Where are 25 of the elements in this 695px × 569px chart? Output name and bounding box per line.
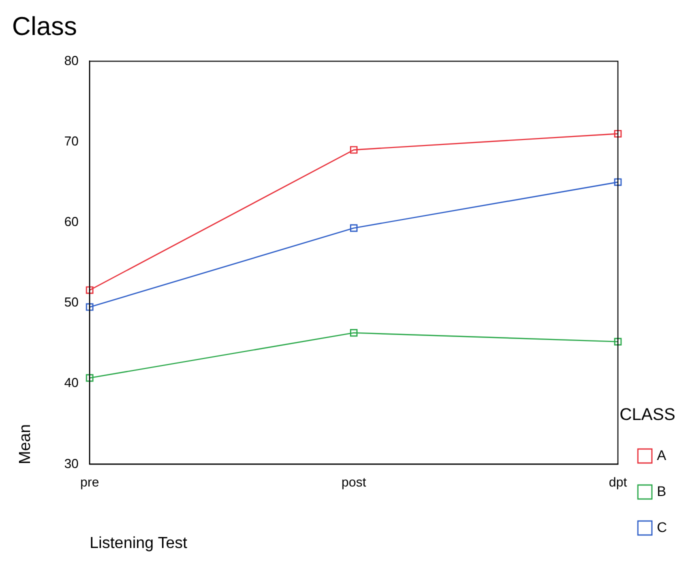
y-tick-label: 80 — [64, 52, 79, 68]
legend-title: CLASS — [620, 404, 676, 424]
x-tick-label: post — [341, 474, 366, 490]
point — [614, 130, 622, 138]
y-axis-title: Mean — [17, 424, 34, 464]
y-tick-label: 30 — [64, 456, 79, 471]
legend-label: A — [656, 446, 667, 463]
x-axis-title: Listening Test — [90, 534, 188, 552]
point — [86, 374, 94, 382]
point — [614, 178, 622, 186]
y-tick-label: 70 — [64, 133, 79, 148]
y-tick-label: 50 — [64, 294, 79, 310]
point — [350, 224, 358, 232]
x-tick-label: pre — [80, 474, 100, 490]
legend-label: B — [656, 482, 666, 499]
point — [350, 146, 358, 154]
legend-label: C — [656, 518, 668, 535]
chart-title: Class — [12, 10, 78, 41]
y-tick-label: 60 — [64, 214, 79, 229]
point — [350, 329, 358, 337]
point — [86, 286, 94, 294]
point — [614, 338, 622, 346]
point — [86, 303, 94, 311]
y-tick-label: 40 — [64, 375, 79, 390]
x-tick-label: dpt — [608, 474, 628, 490]
